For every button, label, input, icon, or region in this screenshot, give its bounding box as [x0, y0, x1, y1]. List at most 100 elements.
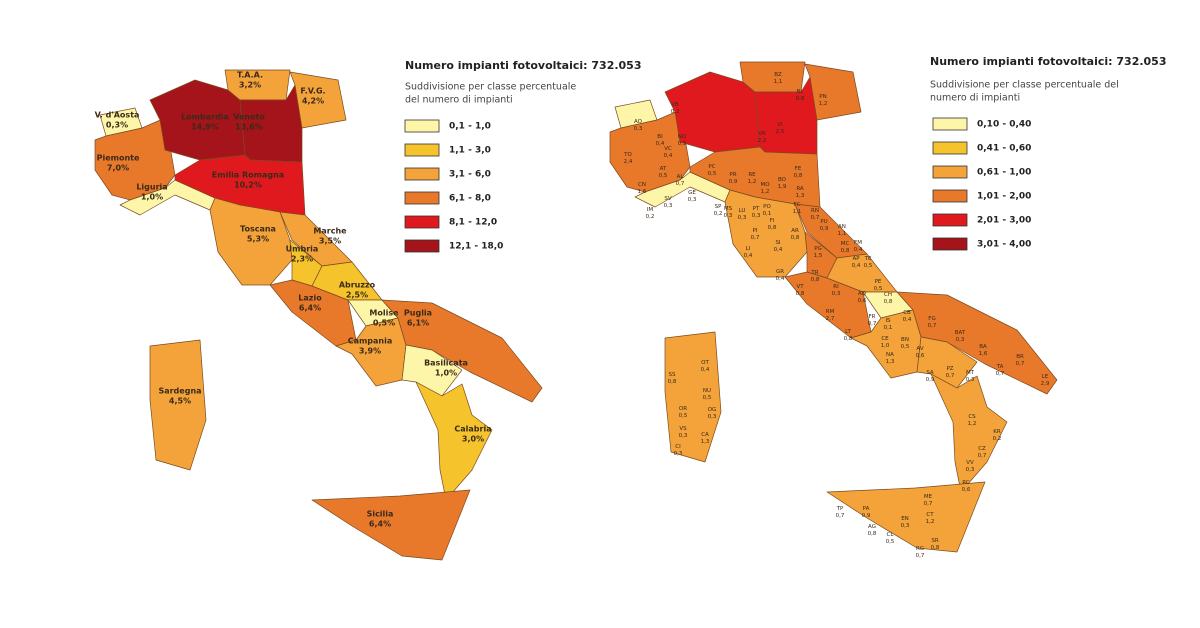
- province-code: VR: [758, 131, 766, 137]
- region-name: Campania: [348, 337, 393, 346]
- province-value: 0,6: [916, 353, 925, 359]
- province-value: 0,8: [884, 299, 893, 305]
- province-code: IM: [647, 207, 654, 213]
- province-code: CB: [903, 310, 911, 316]
- province-code: CN: [638, 182, 646, 188]
- province-value: 0,3: [738, 215, 747, 221]
- region-name: Emilia Romagna: [212, 171, 284, 180]
- province-value: 0,7: [946, 373, 955, 379]
- province-code: TA: [996, 364, 1004, 370]
- province-value: 1,2: [926, 519, 935, 525]
- legend-label: 12,1 - 18,0: [449, 242, 503, 252]
- province-value: 0,1: [884, 325, 893, 331]
- province-value: 1,2: [761, 189, 770, 195]
- province-code: AR: [791, 228, 799, 234]
- province-value: 2,9: [1041, 381, 1050, 387]
- province-value: 0,7: [836, 513, 845, 519]
- legend-swatch: [404, 239, 440, 253]
- region-shape: [664, 331, 722, 463]
- region-name: V. d'Aosta: [95, 111, 140, 120]
- province-code: MS: [724, 206, 733, 212]
- province-value: 0,3: [688, 197, 697, 203]
- province-code: PI: [753, 228, 758, 234]
- province-code: BO: [778, 177, 787, 183]
- province-value: 0,7: [928, 323, 937, 329]
- province-code: IS: [885, 318, 891, 324]
- province-value: 0,7: [811, 215, 820, 221]
- province-code: TE: [864, 256, 872, 262]
- province-value: 0,7: [924, 501, 933, 507]
- region-name: Umbria: [286, 245, 319, 254]
- legend-swatch: [404, 167, 440, 181]
- province-value: 0,7: [916, 553, 925, 559]
- province-value: 0,4: [664, 153, 673, 159]
- province-code: VI: [777, 122, 783, 128]
- province-value: 1,3: [796, 193, 805, 199]
- region-value: 0,5%: [373, 319, 395, 328]
- region-name: Puglia: [404, 309, 432, 318]
- province-code: FE: [795, 166, 802, 172]
- region-value: 5,3%: [247, 235, 269, 244]
- province-value: 0,3: [664, 203, 673, 209]
- province-value: 0,8: [844, 336, 853, 342]
- legend-label: 0,61 - 1,00: [977, 168, 1031, 178]
- legend-subtitle: numero di impianti: [930, 93, 1020, 104]
- legend-swatch: [932, 237, 968, 251]
- province-value: 0,8: [768, 225, 777, 231]
- province-value: 1,2: [968, 421, 977, 427]
- province-code: BI: [657, 134, 663, 140]
- province-value: 0,7: [1016, 361, 1025, 367]
- province-value: 0,3: [674, 451, 683, 457]
- province-code: BA: [979, 344, 987, 350]
- region-value: 3,0%: [462, 435, 484, 444]
- province-value: 1,3: [886, 359, 895, 365]
- province-code: SR: [931, 538, 938, 544]
- province-code: PG: [814, 246, 822, 252]
- province-code: RA: [796, 186, 804, 192]
- province-value: 2,7: [826, 316, 835, 322]
- province-value: 0,8: [811, 277, 820, 283]
- province-value: 0,2: [646, 214, 655, 220]
- province-value: 0,4: [701, 367, 710, 373]
- province-code: BAT: [955, 330, 966, 336]
- province-value: 0,7: [676, 181, 685, 187]
- province-value: 0,3: [634, 126, 643, 132]
- province-code: PA: [863, 506, 870, 512]
- region-value: 1,0%: [435, 369, 457, 378]
- province-code: MT: [966, 370, 975, 376]
- province-code: GR: [776, 269, 784, 275]
- legend-title: Numero impianti fotovoltaici: 732.053: [405, 59, 642, 72]
- province-value: 0,8: [868, 531, 877, 537]
- province-code: CH: [884, 292, 892, 298]
- legend-swatch: [932, 165, 968, 179]
- province-code: CE: [881, 336, 889, 342]
- province-code: LI: [746, 246, 751, 252]
- province-code: CT: [926, 512, 934, 518]
- province-code: SS: [669, 372, 676, 378]
- legend-label: 6,1 - 8,0: [449, 194, 491, 204]
- province-value: 0,4: [852, 263, 861, 269]
- province-code: PT: [753, 206, 760, 212]
- province-code: FM: [854, 240, 862, 246]
- province-value: 0,4: [903, 317, 912, 323]
- province-code: NO: [678, 134, 687, 140]
- province-value: 0,9: [862, 513, 871, 519]
- legend-title: Numero impianti fotovoltaici: 732.053: [930, 55, 1167, 68]
- province-code: VT: [796, 284, 804, 290]
- province-code: PR: [729, 172, 736, 178]
- legend-label: 0,41 - 0,60: [977, 144, 1031, 154]
- province-value: 1,9: [778, 184, 787, 190]
- region-name: Piemonte: [97, 154, 140, 163]
- region-name: Sardegna: [158, 387, 201, 396]
- province-code: TR: [810, 270, 818, 276]
- region-value: 2,5%: [346, 291, 368, 300]
- region-name: Calabria: [454, 425, 491, 434]
- region-value: 4,2%: [302, 97, 324, 106]
- province-code: SA: [926, 370, 934, 376]
- province-value: 0,5: [886, 539, 895, 545]
- region-name: Lombardia: [181, 113, 229, 122]
- region-name: Veneto: [233, 113, 265, 122]
- province-value: 0,2: [671, 109, 680, 115]
